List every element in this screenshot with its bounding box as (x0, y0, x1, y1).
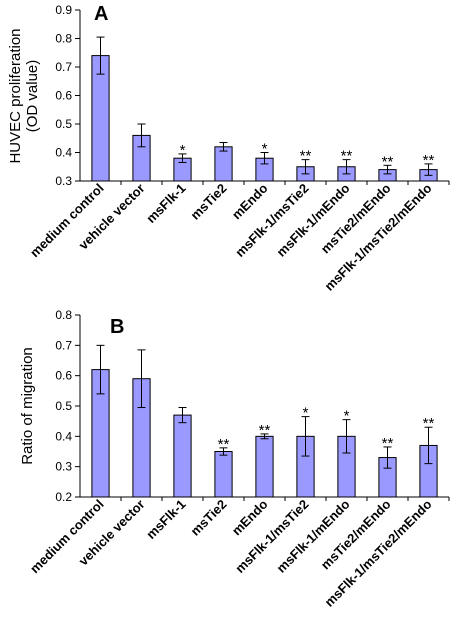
significance-label: ** (382, 153, 394, 170)
y-tick-label: 0.8 (55, 308, 72, 322)
significance-label: * (180, 142, 186, 159)
x-category-label: msFlk-1/mEndo (274, 496, 353, 575)
significance-label: * (262, 141, 268, 158)
y-tick-label: 0.7 (55, 60, 72, 74)
y-tick-label: 0.6 (55, 89, 72, 103)
significance-label: * (303, 405, 309, 422)
bar (255, 435, 274, 498)
x-category-label: medium control (27, 497, 107, 577)
significance-label: ** (218, 436, 230, 453)
y-tick-label: 0.3 (55, 174, 72, 188)
bar (214, 451, 233, 498)
y-tick-label: 0.8 (55, 32, 72, 46)
y-tick-label: 0.4 (55, 429, 72, 443)
x-category-label: msFlk-1/msTie2 (232, 181, 311, 260)
y-tick-label: 0.9 (55, 3, 72, 17)
significance-label: ** (259, 422, 271, 439)
significance-label: ** (341, 148, 353, 165)
x-category-label: msTie2/mEndo (318, 180, 394, 256)
significance-label: ** (300, 148, 312, 165)
bar (173, 414, 192, 498)
x-category-label: msFlk-1/mEndo (274, 180, 353, 259)
x-category-label: msFlk-1/msTie2 (232, 497, 311, 576)
significance-label: ** (423, 152, 435, 169)
y-axis-label: Ratio of migration (19, 347, 36, 465)
y-axis-label: HUVEC proliferation (7, 28, 24, 163)
y-tick-label: 0.5 (55, 399, 72, 413)
y-tick-label: 0.2 (55, 490, 72, 504)
y-tick-label: 0.6 (55, 369, 72, 383)
x-category-label: medium control (27, 181, 107, 261)
panel-label: B (110, 316, 124, 338)
x-category-label: msTie2 (187, 497, 229, 539)
panel-label: A (94, 3, 108, 25)
x-category-label: msTie2/mEndo (318, 496, 394, 572)
y-tick-label: 0.5 (55, 117, 72, 131)
bar (214, 146, 233, 182)
significance-label: ** (423, 415, 435, 432)
y-axis-label: (OD value) (24, 60, 41, 133)
y-tick-label: 0.4 (55, 146, 72, 160)
y-tick-label: 0.7 (55, 338, 72, 352)
significance-label: ** (382, 435, 394, 452)
x-category-label: msFlk-1 (143, 497, 188, 542)
significance-label: * (344, 408, 350, 425)
x-category-label: msFlk-1 (143, 181, 188, 226)
x-category-label: msTie2 (187, 181, 229, 223)
y-tick-label: 0.3 (55, 460, 72, 474)
